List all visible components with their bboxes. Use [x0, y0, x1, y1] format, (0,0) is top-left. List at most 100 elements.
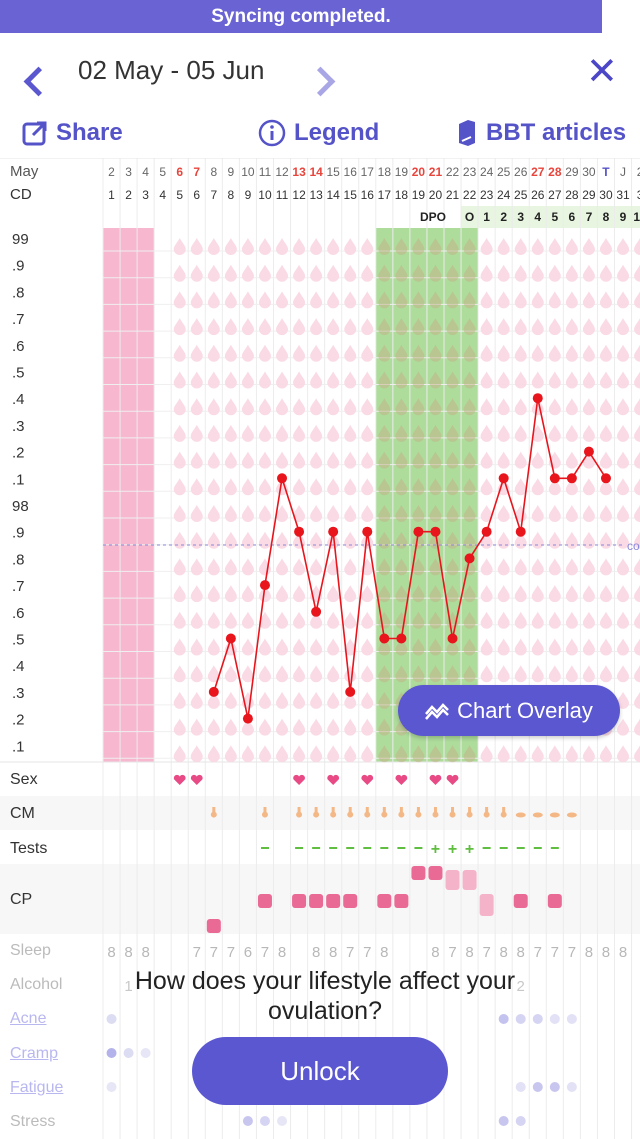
temperature-point — [362, 526, 373, 537]
drop-icon — [514, 558, 527, 576]
drop-icon — [378, 505, 391, 522]
drop-icon — [429, 611, 442, 629]
drop-icon — [173, 665, 186, 683]
fatigue-row-label[interactable]: Fatigue — [10, 1079, 64, 1096]
cm-drop-icon — [347, 807, 354, 818]
locked-dot — [106, 1048, 117, 1058]
drop-icon — [207, 691, 220, 709]
locked-dot — [515, 1014, 526, 1024]
month-label: May — [10, 163, 39, 180]
drop-icon — [480, 665, 493, 683]
drop-icon — [548, 665, 561, 683]
drop-icon — [224, 585, 237, 603]
drop-icon — [276, 585, 289, 603]
drop-icon — [599, 505, 612, 522]
chart-overlay-button[interactable]: Chart Overlay — [398, 685, 620, 736]
date-label: 17 — [361, 165, 375, 179]
drop-icon — [224, 451, 237, 469]
cd-label: CD — [10, 186, 32, 203]
drop-icon — [224, 745, 237, 763]
legend-button[interactable]: Legend — [258, 119, 379, 147]
drop-icon — [463, 424, 476, 442]
drop-icon — [582, 371, 595, 389]
drop-icon — [514, 424, 527, 442]
share-button[interactable]: Share — [22, 119, 123, 147]
cd-value: 30 — [599, 188, 613, 202]
drop-icon — [463, 451, 476, 469]
cd-value: 27 — [548, 188, 562, 202]
drop-icon — [173, 691, 186, 709]
drop-icon — [258, 531, 271, 549]
drop-icon — [378, 264, 391, 282]
drop-icon — [497, 665, 510, 683]
cd-value: 17 — [378, 188, 392, 202]
cd-value: 14 — [326, 188, 340, 202]
drop-icon — [378, 424, 391, 442]
drop-icon — [207, 398, 220, 416]
drop-icon — [207, 344, 220, 362]
drop-icon — [258, 291, 271, 309]
sex-heart-icon — [446, 774, 459, 785]
cm-creamy-icon — [566, 812, 577, 818]
cp-square-icon — [257, 894, 272, 908]
cd-value: 21 — [446, 188, 460, 202]
sleep-value: 7 — [482, 944, 490, 961]
drop-icon — [395, 344, 408, 362]
drop-icon — [361, 665, 374, 683]
drop-icon — [514, 585, 527, 603]
date-label: 28 — [548, 165, 562, 179]
cd-value: 26 — [531, 188, 545, 202]
temperature-point — [294, 526, 305, 537]
drop-icon — [173, 451, 186, 469]
unlock-button[interactable]: Unlock — [192, 1037, 448, 1105]
drop-icon — [514, 478, 527, 496]
drop-icon — [463, 291, 476, 309]
y-tick-label: .2 — [12, 445, 25, 462]
acne-row-label[interactable]: Acne — [10, 1010, 47, 1027]
prev-chevron-icon[interactable] — [23, 66, 54, 97]
drop-icon — [293, 691, 306, 709]
dpo-value: 10 — [633, 210, 640, 224]
drop-icon — [173, 611, 186, 629]
temperature-point — [242, 713, 253, 724]
locked-dot — [498, 1116, 509, 1126]
drop-icon — [565, 531, 578, 549]
drop-icon — [310, 531, 323, 549]
drop-icon — [480, 478, 493, 496]
drop-icon — [599, 611, 612, 629]
dpo-band — [461, 206, 640, 228]
drop-icon — [276, 505, 289, 522]
drop-icon — [497, 451, 510, 469]
locked-dot — [515, 1082, 526, 1092]
drop-icon — [276, 451, 289, 469]
drop-icon — [207, 505, 220, 522]
dpo-value: 5 — [551, 210, 558, 224]
drop-icon — [599, 531, 612, 549]
drop-icon — [480, 638, 493, 656]
drop-icon — [207, 371, 220, 389]
drop-icon — [514, 505, 527, 522]
y-tick-label: .6 — [12, 605, 25, 622]
drop-icon — [429, 665, 442, 683]
drop-icon — [480, 318, 493, 336]
cm-drop-icon — [364, 807, 371, 818]
drop-icon — [599, 291, 612, 309]
drop-icon — [276, 638, 289, 656]
chart-overlay-label: Chart Overlay — [457, 697, 593, 723]
close-icon[interactable]: ✕ — [586, 51, 618, 93]
next-chevron-icon[interactable] — [305, 66, 336, 97]
temperature-point — [379, 633, 390, 644]
drop-icon — [344, 478, 357, 496]
drop-icon — [378, 638, 391, 656]
drop-icon — [446, 291, 459, 309]
cm-drop-icon — [261, 807, 268, 818]
drop-icon — [378, 691, 391, 709]
drop-icon — [378, 291, 391, 309]
drop-icon — [190, 344, 203, 362]
bbt-articles-button[interactable]: BBT articles — [456, 119, 626, 147]
cramp-row-label[interactable]: Cramp — [10, 1045, 59, 1062]
drop-icon — [344, 398, 357, 416]
drop-icon — [531, 318, 544, 336]
drop-icon — [173, 238, 186, 255]
drop-icon — [224, 478, 237, 496]
